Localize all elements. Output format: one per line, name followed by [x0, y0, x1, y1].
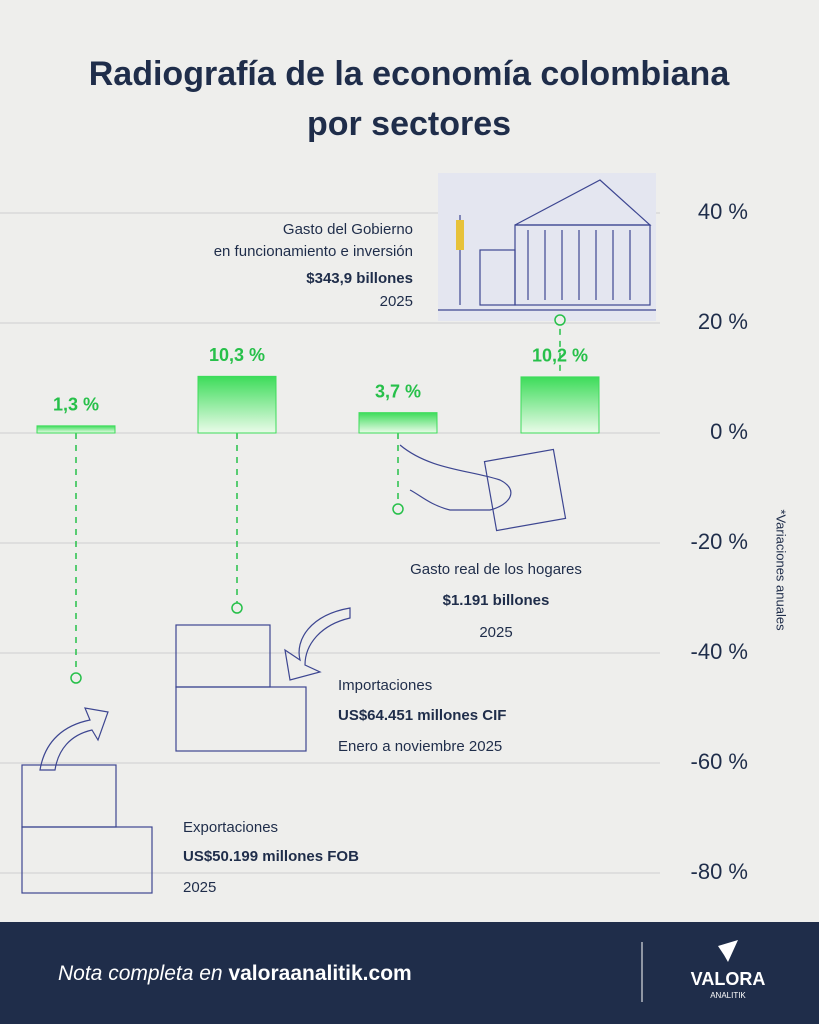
background — [0, 0, 819, 922]
footer-note: Nota completa en valoraanalitik.com — [58, 962, 412, 985]
footer-note-text: Nota completa en — [58, 962, 223, 985]
value-label: 3,7 % — [375, 381, 421, 401]
y-tick-label: 40 % — [698, 199, 748, 224]
connector-dot — [231, 602, 243, 614]
y-tick-label: 0 % — [710, 419, 748, 444]
annotation-amount: $1.191 billones — [443, 592, 550, 609]
value-label: 10,3 % — [209, 345, 265, 365]
annotation-period: 2025 — [380, 293, 413, 310]
chart-title: Radiografía de la economía colombiana — [89, 55, 731, 93]
bar — [520, 376, 600, 434]
connector-dot — [70, 672, 82, 684]
y-tick-label: -40 % — [691, 639, 748, 664]
annotation-label: Exportaciones — [183, 819, 278, 836]
y-tick-label: 20 % — [698, 309, 748, 334]
logo-mark — [718, 940, 738, 962]
annotation-amount: US$64.451 millones CIF — [338, 707, 506, 724]
building-illustration — [438, 173, 656, 321]
y-tick-label: -80 % — [691, 859, 748, 884]
bar — [36, 425, 116, 434]
y-tick-label: -20 % — [691, 529, 748, 554]
connector-dot — [392, 503, 404, 515]
bar — [197, 375, 277, 434]
money-illustration — [399, 444, 567, 532]
connector-dot — [554, 314, 566, 326]
container-illustration — [175, 607, 351, 752]
annotation-period: 2025 — [479, 624, 512, 641]
y-axis-label: *Variaciones anuales — [774, 509, 789, 631]
container-illustration — [21, 707, 153, 894]
footer-link[interactable]: valoraanalitik.com — [228, 962, 411, 985]
annotation-label: Importaciones — [338, 677, 432, 694]
annotation-amount: $343,9 billones — [306, 270, 413, 287]
logo-text: VALORA — [691, 969, 766, 989]
footer — [0, 922, 819, 1024]
annotation-period: Enero a noviembre 2025 — [338, 738, 502, 755]
annotation-label: en funcionamiento e inversión — [214, 243, 413, 260]
annotation-label: Gasto del Gobierno — [283, 221, 413, 238]
chart-title: por sectores — [307, 105, 511, 143]
logo-subtext: ANALITIK — [710, 991, 746, 1000]
annotation-amount: US$50.199 millones FOB — [183, 848, 359, 865]
value-label: 10,2 % — [532, 346, 588, 366]
bar — [358, 412, 438, 434]
annotation-label: Gasto real de los hogares — [410, 561, 582, 578]
y-tick-label: -60 % — [691, 749, 748, 774]
annotation-period: 2025 — [183, 879, 216, 896]
value-label: 1,3 % — [53, 395, 99, 415]
